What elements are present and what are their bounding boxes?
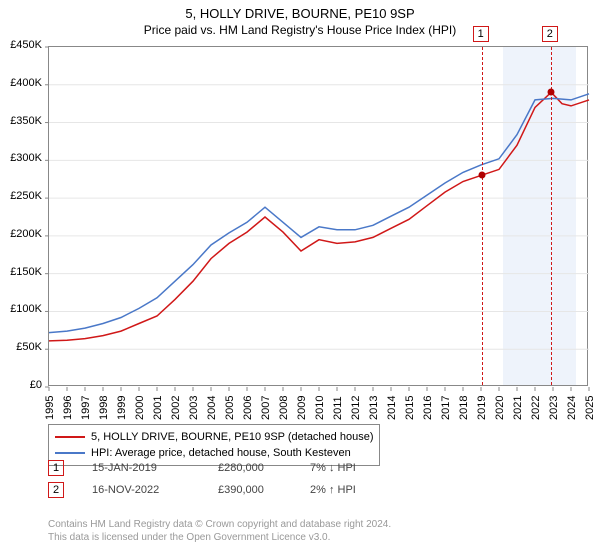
sale-vline — [482, 47, 483, 385]
legend: 5, HOLLY DRIVE, BOURNE, PE10 9SP (detach… — [48, 424, 380, 466]
sale-callout: 2 — [542, 26, 558, 42]
xtick-label: 2016 — [422, 396, 434, 420]
xtick-label: 2018 — [458, 396, 470, 420]
xtick-label: 1996 — [62, 396, 74, 420]
chart-title: 5, HOLLY DRIVE, BOURNE, PE10 9SP — [0, 0, 600, 21]
xtick-label: 2004 — [206, 396, 218, 420]
xtick-label: 2017 — [440, 396, 452, 420]
xtick-label: 2011 — [332, 396, 344, 420]
xtick-label: 2009 — [296, 396, 308, 420]
plot-svg — [49, 47, 589, 387]
ytick-label: £150K — [0, 266, 42, 278]
ytick-label: £0 — [0, 379, 42, 391]
ytick-label: £100K — [0, 303, 42, 315]
footer-line1: Contains HM Land Registry data © Crown c… — [48, 518, 391, 531]
plot-area — [48, 46, 588, 386]
xtick-label: 2003 — [188, 396, 200, 420]
xtick-label: 2006 — [242, 396, 254, 420]
xtick-label: 2020 — [494, 396, 506, 420]
xtick-label: 2014 — [386, 396, 398, 420]
xtick-label: 1998 — [98, 396, 110, 420]
xtick-label: 2008 — [278, 396, 290, 420]
sale-date: 15-JAN-2019 — [92, 462, 157, 474]
sale-delta: 2% ↑ HPI — [310, 484, 356, 496]
ytick-label: £450K — [0, 39, 42, 51]
sale-price: £280,000 — [218, 462, 264, 474]
xtick-label: 2001 — [152, 396, 164, 420]
xtick-label: 2022 — [530, 396, 542, 420]
xtick-label: 2000 — [134, 396, 146, 420]
legend-item: 5, HOLLY DRIVE, BOURNE, PE10 9SP (detach… — [55, 429, 373, 445]
ytick-label: £200K — [0, 228, 42, 240]
xtick-label: 2005 — [224, 396, 236, 420]
sale-callout: 1 — [473, 26, 489, 42]
xtick-label: 2015 — [404, 396, 416, 420]
xtick-label: 2019 — [476, 396, 488, 420]
legend-swatch — [55, 436, 85, 438]
xtick-label: 2024 — [566, 396, 578, 420]
sale-marker-box: 1 — [48, 460, 64, 476]
xtick-label: 2013 — [368, 396, 380, 420]
footer-line2: This data is licensed under the Open Gov… — [48, 531, 391, 544]
sale-point — [547, 89, 554, 96]
xtick-label: 2025 — [584, 396, 596, 420]
sale-date: 16-NOV-2022 — [92, 484, 159, 496]
xtick-label: 2012 — [350, 396, 362, 420]
xtick-label: 2021 — [512, 396, 524, 420]
ytick-label: £400K — [0, 77, 42, 89]
xtick-label: 1997 — [80, 396, 92, 420]
ytick-label: £350K — [0, 115, 42, 127]
ytick-label: £250K — [0, 190, 42, 202]
sale-vline — [551, 47, 552, 385]
chart-subtitle: Price paid vs. HM Land Registry's House … — [0, 21, 600, 37]
legend-item: HPI: Average price, detached house, Sout… — [55, 445, 373, 461]
legend-swatch — [55, 452, 85, 454]
legend-label: HPI: Average price, detached house, Sout… — [91, 447, 351, 459]
sale-point — [478, 172, 485, 179]
xtick-label: 1999 — [116, 396, 128, 420]
sale-price: £390,000 — [218, 484, 264, 496]
sale-marker-box: 2 — [48, 482, 64, 498]
xtick-label: 2002 — [170, 396, 182, 420]
xtick-label: 2010 — [314, 396, 326, 420]
footer: Contains HM Land Registry data © Crown c… — [48, 518, 391, 544]
chart-container: 5, HOLLY DRIVE, BOURNE, PE10 9SP Price p… — [0, 0, 600, 560]
ytick-label: £50K — [0, 341, 42, 353]
sale-delta: 7% ↓ HPI — [310, 462, 356, 474]
xtick-label: 2007 — [260, 396, 272, 420]
xtick-label: 1995 — [44, 396, 56, 420]
ytick-label: £300K — [0, 152, 42, 164]
xtick-label: 2023 — [548, 396, 560, 420]
legend-label: 5, HOLLY DRIVE, BOURNE, PE10 9SP (detach… — [91, 431, 373, 443]
